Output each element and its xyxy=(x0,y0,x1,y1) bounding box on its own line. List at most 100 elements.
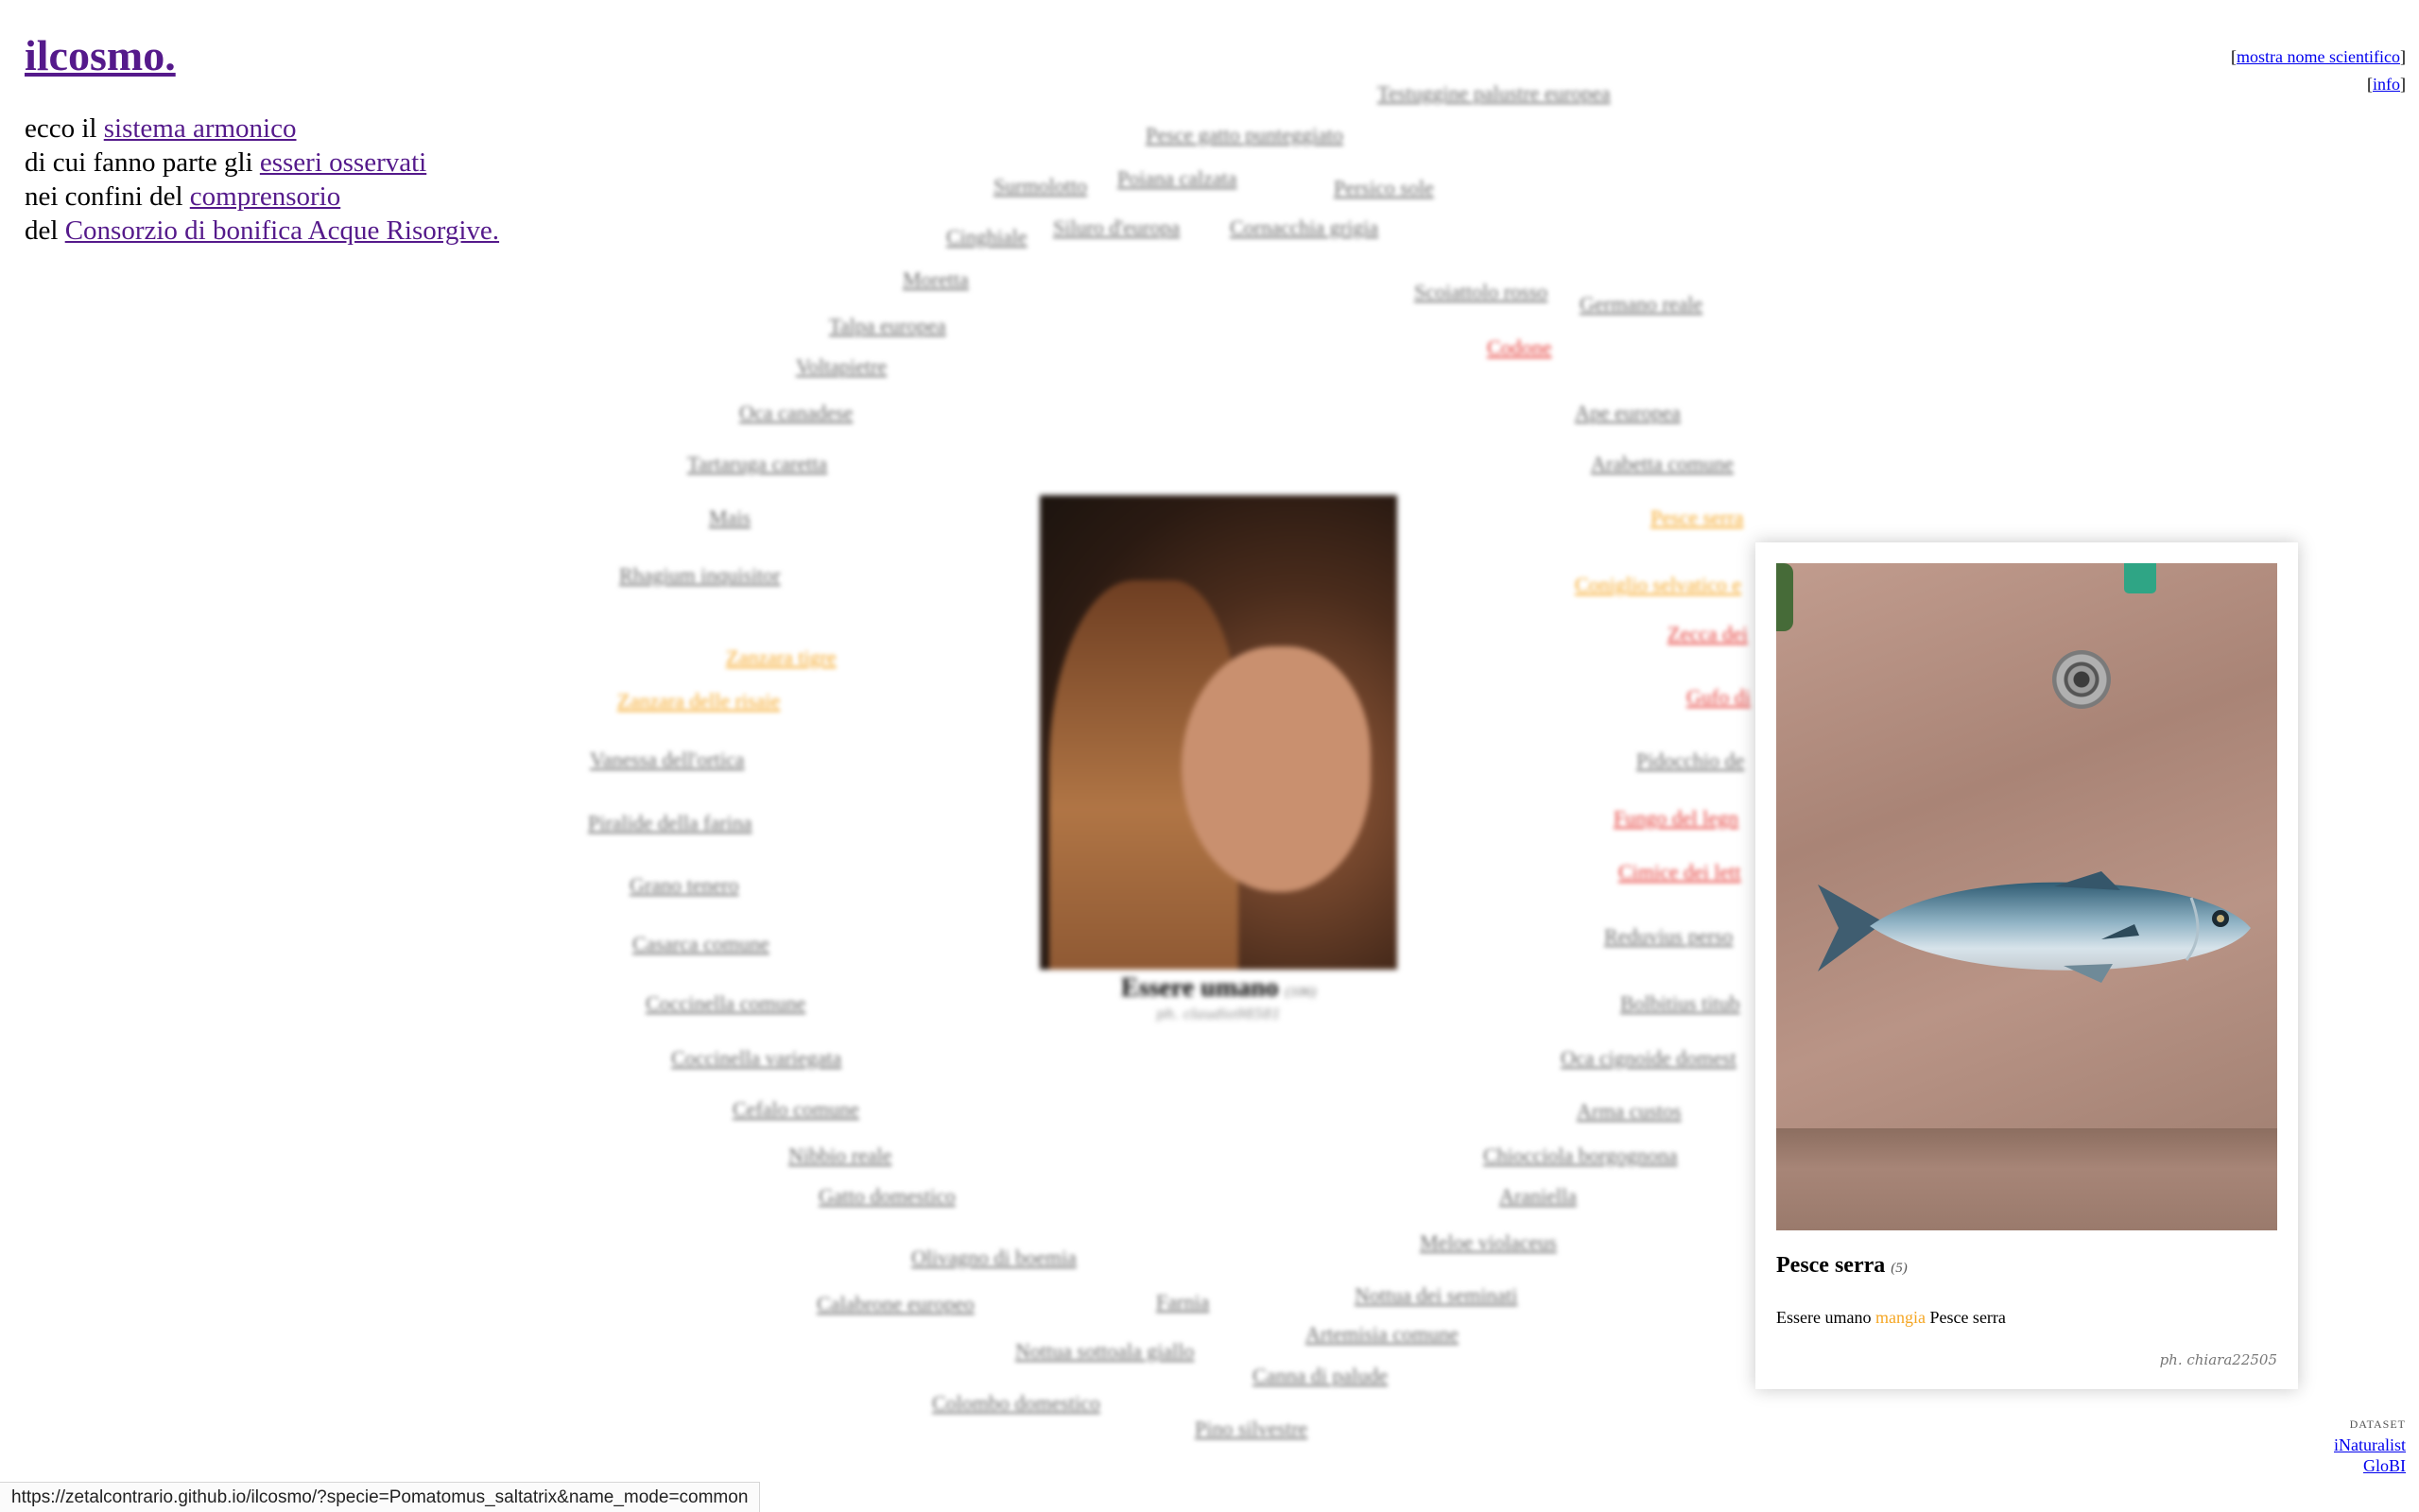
species-link[interactable]: Chiocciola borgognona xyxy=(1483,1143,1678,1167)
card-species-name: Pesce serra xyxy=(1776,1253,1886,1278)
species-link[interactable]: Mais xyxy=(709,506,751,529)
species-link[interactable]: Calabrone europeo xyxy=(817,1292,975,1315)
species-link[interactable]: Gatto domestico xyxy=(819,1184,956,1208)
species-link[interactable]: Araniella xyxy=(1499,1184,1577,1208)
species-link[interactable]: Pino silvestre xyxy=(1195,1417,1308,1440)
intro-line-2-text: di cui fanno parte gli xyxy=(25,147,260,178)
info-link[interactable]: info xyxy=(2373,75,2400,94)
inaturalist-link[interactable]: iNaturalist xyxy=(2334,1435,2406,1454)
relation-verb: mangia xyxy=(1875,1308,1926,1327)
species-link[interactable]: Colombo domestico xyxy=(932,1391,1100,1415)
species-link[interactable]: Meloe violaceus xyxy=(1420,1230,1557,1254)
species-link[interactable]: Zanzara delle risaie xyxy=(617,689,781,713)
species-card: Pesce serra (5) Essere umano mangia Pesc… xyxy=(1755,542,2298,1389)
species-link[interactable]: Coniglio selvatico e xyxy=(1575,573,1741,596)
species-link[interactable]: Bolbitius titub xyxy=(1620,991,1740,1015)
species-link[interactable]: Moretta xyxy=(903,267,969,291)
species-link[interactable]: Ape europea xyxy=(1575,401,1681,424)
species-link[interactable]: Fungo del legn xyxy=(1614,806,1738,830)
intro-text: ecco il sistema armonico di cui fanno pa… xyxy=(25,112,499,248)
species-link[interactable]: Zanzara tigre xyxy=(726,645,837,669)
species-link[interactable]: Oca cignoide domest xyxy=(1561,1046,1736,1070)
species-link[interactable]: Zecca dei xyxy=(1667,622,1748,645)
species-link[interactable]: Canna di palude xyxy=(1253,1364,1388,1387)
center-photo-credit: ph. claudio98581 xyxy=(1156,1005,1281,1022)
species-link[interactable]: Scoiattolo rosso xyxy=(1414,280,1548,303)
card-species-photo xyxy=(1776,563,2277,1230)
species-link[interactable]: Poiana calzata xyxy=(1117,166,1237,190)
species-link[interactable]: Siluro d'europa xyxy=(1053,215,1181,239)
center-species[interactable]: Essere umano (106) ph. claudio98581 xyxy=(1040,495,1397,1022)
species-link[interactable]: Cefalo comune xyxy=(733,1097,859,1121)
species-link[interactable]: Nottua dei seminati xyxy=(1355,1283,1518,1307)
species-link[interactable]: Persico sole xyxy=(1334,176,1434,199)
species-link[interactable]: Piralide della farina xyxy=(588,811,752,834)
intro-line-1: ecco il sistema armonico xyxy=(25,112,499,146)
species-link[interactable]: Vanessa dell'ortica xyxy=(590,747,745,771)
globi-link[interactable]: GloBI xyxy=(2363,1456,2406,1475)
face-shape xyxy=(1182,646,1371,892)
esseri-osservati-link[interactable]: esseri osservati xyxy=(259,147,427,178)
dataset-label: DATASET xyxy=(2349,1418,2406,1431)
dataset-globi: GloBI xyxy=(2334,1455,2406,1476)
species-link[interactable]: Germano reale xyxy=(1580,292,1703,316)
species-link[interactable]: Arabetta comune xyxy=(1591,452,1734,475)
dataset-inaturalist: iNaturalist xyxy=(2334,1435,2406,1455)
species-link[interactable]: Codone xyxy=(1487,335,1552,359)
species-link[interactable]: Oca canadese xyxy=(739,401,854,424)
intro-line-3: nei confini del comprensorio xyxy=(25,180,499,214)
species-link[interactable]: Coccinella comune xyxy=(646,991,806,1015)
species-link[interactable]: Testuggine palustre europea xyxy=(1377,81,1611,105)
intro-line-3-text: nei confini del xyxy=(25,181,190,212)
species-link[interactable]: Rhagium inquisitor xyxy=(619,563,781,587)
intro-line-2: di cui fanno parte gli esseri osservati xyxy=(25,146,499,180)
fish-icon xyxy=(1818,871,2251,983)
relation-subject: Essere umano xyxy=(1776,1308,1872,1327)
stone-ledge xyxy=(1776,1128,2277,1230)
species-link[interactable]: Cornacchia grigia xyxy=(1230,215,1378,239)
species-link[interactable]: Arma custos xyxy=(1577,1099,1682,1123)
center-species-count: (106) xyxy=(1285,985,1317,1000)
card-relation: Essere umano mangia Pesce serra xyxy=(1776,1308,2006,1328)
species-link[interactable]: Pesce serra xyxy=(1650,506,1744,529)
species-link[interactable]: Pesce gatto punteggiato xyxy=(1146,123,1343,146)
site-logo[interactable]: ilcosmo. xyxy=(25,31,176,79)
species-link[interactable]: Nibbio reale xyxy=(788,1143,892,1167)
green-tap xyxy=(2124,563,2156,593)
species-link[interactable]: Tartaruga caretta xyxy=(687,452,828,475)
species-link[interactable]: Nottua sottoala giallo xyxy=(1015,1339,1195,1363)
species-link[interactable]: Casarca comune xyxy=(632,932,769,955)
species-link[interactable]: Farnia xyxy=(1156,1290,1210,1314)
species-link[interactable]: Grano tenero xyxy=(630,873,739,897)
center-species-name: Essere umano xyxy=(1120,973,1279,1003)
card-photo-credit: ph. chiara22505 xyxy=(2159,1351,2277,1368)
species-link[interactable]: Cinghiale xyxy=(946,225,1028,249)
card-species-count: (5) xyxy=(1891,1261,1908,1276)
species-link[interactable]: Cimice dei lett xyxy=(1618,860,1741,884)
species-link[interactable]: Voltapietre xyxy=(796,354,888,378)
scientific-name-toggle: [mostra nome scientifico] xyxy=(2231,47,2406,66)
species-link[interactable]: Gufo di xyxy=(1686,685,1751,709)
scientific-name-link[interactable]: mostra nome scientifico xyxy=(2237,47,2400,66)
species-link[interactable]: Artemisia comune xyxy=(1305,1322,1459,1346)
comprensorio-link[interactable]: comprensorio xyxy=(189,181,341,212)
species-link[interactable]: Reduvius perso xyxy=(1604,924,1734,948)
species-link[interactable]: Coccinella variegata xyxy=(671,1046,842,1070)
center-species-title: Essere umano (106) xyxy=(1040,973,1397,1004)
intro-line-1-text: ecco il xyxy=(25,113,104,144)
card-species-title: Pesce serra (5) xyxy=(1776,1253,1908,1279)
info-toggle: [info] xyxy=(2367,75,2406,94)
dataset-box: DATASET iNaturalist GloBI xyxy=(2334,1414,2406,1476)
species-ring: Testuggine palustre europea Pesce gatto p… xyxy=(588,81,1751,1440)
species-link[interactable]: Olivagno di boemia xyxy=(911,1246,1077,1269)
sistema-armonico-link[interactable]: sistema armonico xyxy=(103,113,297,144)
center-species-photo[interactable] xyxy=(1040,495,1397,970)
species-link[interactable]: Pidocchio de xyxy=(1636,748,1745,772)
intro-line-4: del Consorzio di bonifica Acque Risorgiv… xyxy=(25,214,499,248)
species-link[interactable]: Talpa europea xyxy=(829,314,946,337)
intro-line-4-text: del xyxy=(25,215,65,246)
drain-icon xyxy=(2052,650,2111,709)
species-link[interactable]: Surmolotto xyxy=(994,174,1088,198)
relation-object: Pesce serra xyxy=(1929,1308,2006,1327)
consorzio-link[interactable]: Consorzio di bonifica Acque Risorgive. xyxy=(64,215,500,246)
